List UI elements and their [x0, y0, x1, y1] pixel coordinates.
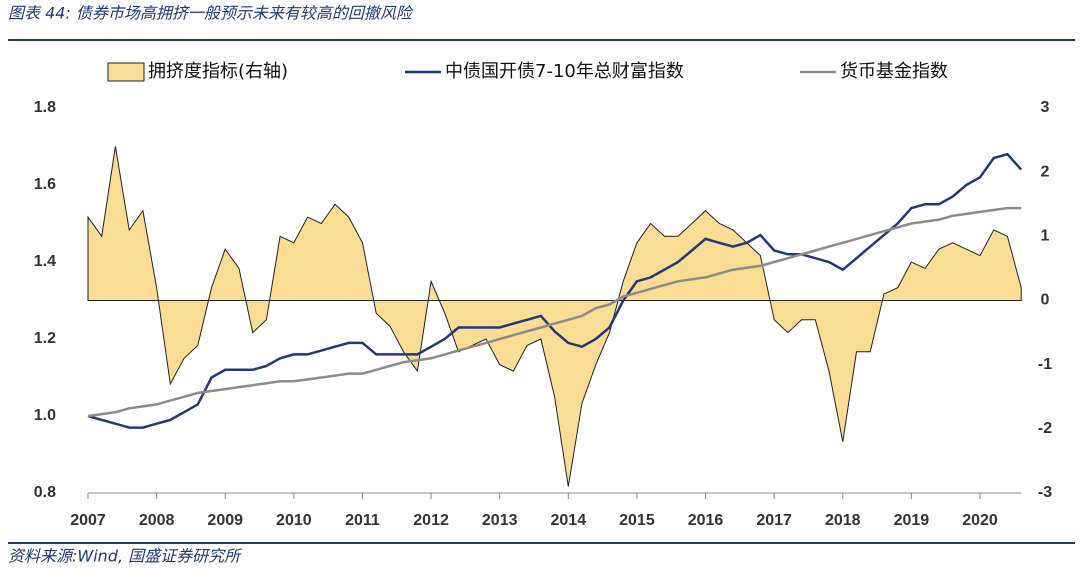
area [87, 146, 1022, 487]
x-tick-label: 2013 [482, 512, 518, 529]
legend-label: 拥挤度指标(右轴) [148, 61, 288, 82]
y2-tick-label: -3 [1038, 484, 1052, 501]
x-tick-label: 2007 [70, 512, 106, 529]
x-tick-label: 2012 [413, 512, 449, 529]
x-tick-label: 2009 [207, 512, 243, 529]
x-tick-label: 2020 [962, 512, 998, 529]
x-tick-label: 2018 [825, 512, 861, 529]
line [87, 206, 1022, 418]
legend-swatch [107, 62, 145, 82]
y2-tick-label: 0 [1041, 292, 1050, 309]
x-tick-label: 2015 [619, 512, 655, 529]
x-tick-label: 2017 [756, 512, 792, 529]
legend-label: 中债国开债7-10年总财富指数 [445, 61, 684, 82]
y-tick-label: 1.2 [34, 330, 56, 347]
y-tick-label: 1.0 [34, 407, 56, 424]
x-tick-label: 2010 [276, 512, 312, 529]
y2-tick-label: -2 [1038, 420, 1052, 437]
x-tick-label: 2011 [345, 512, 380, 529]
x-tick-label: 2008 [139, 512, 175, 529]
y-tick-label: 1.8 [34, 99, 56, 116]
x-tick-label: 2019 [894, 512, 930, 529]
x-tick-label: 2014 [551, 512, 587, 529]
y-tick-label: 1.6 [34, 176, 56, 193]
source-note: 资料来源:Wind, 国盛证券研究所 [8, 547, 243, 566]
line [87, 152, 1023, 429]
chart-title: 图表 44: 债券市场高拥挤一般预示未来有较高的回撤风险 [8, 4, 414, 23]
y2-tick-label: 3 [1041, 99, 1050, 116]
y2-tick-label: 2 [1041, 163, 1050, 180]
y-tick-label: 0.8 [34, 484, 56, 501]
y2-tick-label: -1 [1038, 356, 1052, 373]
x-tick-label: 2016 [688, 512, 724, 529]
y-tick-label: 1.4 [34, 253, 56, 270]
legend-label: 货币基金指数 [840, 61, 948, 82]
y2-tick-label: 1 [1041, 228, 1050, 245]
